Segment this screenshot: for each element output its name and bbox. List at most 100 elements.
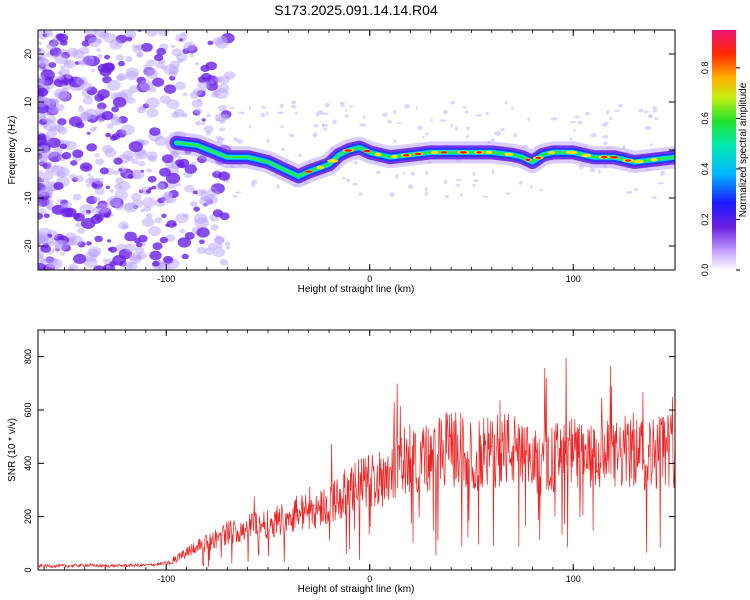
spectrogram-faint-blob: [261, 105, 266, 109]
spectrogram-noise-blob: [88, 175, 95, 181]
spectrogram-faint-blob: [464, 110, 469, 114]
spectrogram-noise-blob: [131, 158, 139, 165]
spectrogram-noise-blob: [124, 231, 137, 242]
spectrogram-noise-blob: [127, 173, 134, 180]
spectrogram-noise-blob: [53, 88, 68, 100]
spectrogram-faint-blob: [602, 122, 608, 127]
spectrogram-noise-blob: [48, 62, 57, 68]
y-tick-label: 400: [23, 456, 33, 471]
x-tick-label: 0: [367, 574, 372, 584]
spectrogram-noise-blob: [152, 260, 160, 267]
spectrogram-noise-blob: [54, 239, 69, 251]
spectrogram-noise-blob: [217, 138, 224, 144]
spectrogram-noise-blob: [106, 239, 112, 243]
spectrogram-noise-blob: [59, 251, 66, 256]
y-tick-label: 0: [23, 147, 33, 152]
spectrogram-noise-blob: [221, 113, 230, 121]
spectrogram-noise-blob: [74, 222, 82, 228]
spectrogram-faint-blob: [569, 121, 577, 124]
spectrogram-noise-blob: [166, 172, 181, 184]
spectrogram-noise-blob: [47, 241, 55, 247]
spectrogram-faint-blob: [389, 192, 395, 197]
spectrogram-faint-blob: [589, 167, 595, 173]
x-tick-label: -100: [157, 274, 175, 284]
spectrogram-faint-blob: [442, 109, 449, 115]
spectrogram-faint-blob: [450, 100, 456, 105]
x-tick-label: 100: [566, 574, 581, 584]
spectrogram-noise-blob: [161, 154, 174, 164]
spectrogram-noise-blob: [136, 106, 147, 114]
spectrogram-noise-blob: [197, 80, 210, 90]
spectrogram-faint-blob: [344, 113, 349, 118]
spectrogram-noise-blob: [184, 164, 197, 174]
spectrogram-faint-blob: [298, 153, 302, 158]
spectrogram-noise-blob: [142, 64, 148, 69]
spectrogram-faint-blob: [652, 106, 658, 110]
snr-y-axis-label: SNR (10 * v/v): [7, 418, 18, 482]
spectrogram-noise-blob: [60, 39, 68, 46]
spectrogram-noise-blob: [224, 71, 236, 80]
spectrogram-faint-blob: [651, 195, 657, 200]
spectrogram-noise-blob: [147, 175, 157, 183]
spectrogram-noise-blob: [43, 111, 50, 117]
spectrogram-noise-blob: [122, 261, 134, 270]
spectrogram-faint-blob: [454, 126, 458, 132]
spectrogram-noise-blob: [200, 188, 207, 194]
spectrogram-noise-blob: [96, 54, 103, 59]
spectrogram-noise-blob: [38, 212, 44, 220]
spectrogram-noise-blob: [112, 169, 120, 176]
spectrogram-noise-blob: [217, 171, 231, 181]
spectrogram-noise-blob: [109, 260, 117, 267]
spectrogram-noise-blob: [174, 81, 186, 91]
spectrogram-noise-blob: [175, 33, 187, 43]
ridge-peak: [363, 149, 371, 153]
spectrogram-faint-blob: [248, 105, 252, 110]
spectrogram-faint-blob: [574, 115, 580, 119]
spectrogram-noise-blob: [159, 167, 171, 177]
spectrogram-faint-blob: [324, 102, 330, 108]
spectrogram-noise-blob: [131, 192, 142, 201]
ridge-peak: [344, 149, 353, 152]
spectrogram-noise-blob: [86, 143, 98, 152]
spectrogram-noise-blob: [94, 235, 103, 243]
spectrogram-noise-blob: [171, 44, 176, 48]
spectrogram-noise-blob: [194, 61, 200, 66]
spectrogram-faint-blob: [290, 105, 297, 109]
spectrogram-faint-blob: [500, 127, 505, 132]
spectrogram-noise-blob: [145, 69, 159, 79]
spectrogram-noise-blob: [148, 226, 162, 237]
spectrogram-noise-blob: [57, 71, 63, 75]
ridge-peak: [610, 156, 618, 159]
spectrogram-noise-blob: [154, 217, 163, 224]
spectrogram-faint-blob: [605, 109, 610, 115]
spectrogram-noise-blob: [146, 108, 159, 118]
ridge-hotspot: [547, 150, 556, 155]
spectrogram-noise-blob: [93, 265, 105, 270]
ridge-hotspot: [316, 165, 325, 170]
spectrogram-faint-blob: [495, 131, 502, 136]
spectrogram-faint-blob: [459, 192, 463, 197]
spectrogram-noise-blob: [155, 61, 165, 69]
spectrogram-noise-blob: [79, 204, 94, 216]
spectrogram-faint-blob: [345, 109, 348, 112]
spectrogram-noise-blob: [115, 42, 120, 46]
spectrogram-noise-blob: [51, 98, 60, 105]
spectrogram-noise-blob: [72, 49, 85, 60]
spectrogram-noise-blob: [44, 257, 58, 268]
snr-series: [38, 357, 675, 569]
colorbar-ticks: 0.0 0.2 0.4 0.6 0.8: [700, 62, 740, 276]
spectrogram-noise-blob: [156, 47, 167, 56]
y-tick-label: 600: [23, 402, 33, 417]
spectrogram-noise-blob: [189, 53, 195, 58]
spectrogram-faint-blob: [650, 143, 653, 147]
spectrogram-faint-blob: [322, 127, 328, 131]
spectrogram-noise-blob: [176, 183, 181, 187]
spectrogram-noise-blob: [38, 189, 46, 197]
spectrogram-faint-blob: [518, 180, 523, 185]
spectrogram-noise-blob: [95, 214, 104, 222]
spectrogram-faint-blob: [482, 195, 489, 198]
ridge-peak: [441, 151, 448, 154]
spectrogram-faint-blob: [387, 119, 393, 124]
ridge-hotspot: [391, 154, 398, 159]
spectrogram-noise-blob: [87, 36, 102, 48]
